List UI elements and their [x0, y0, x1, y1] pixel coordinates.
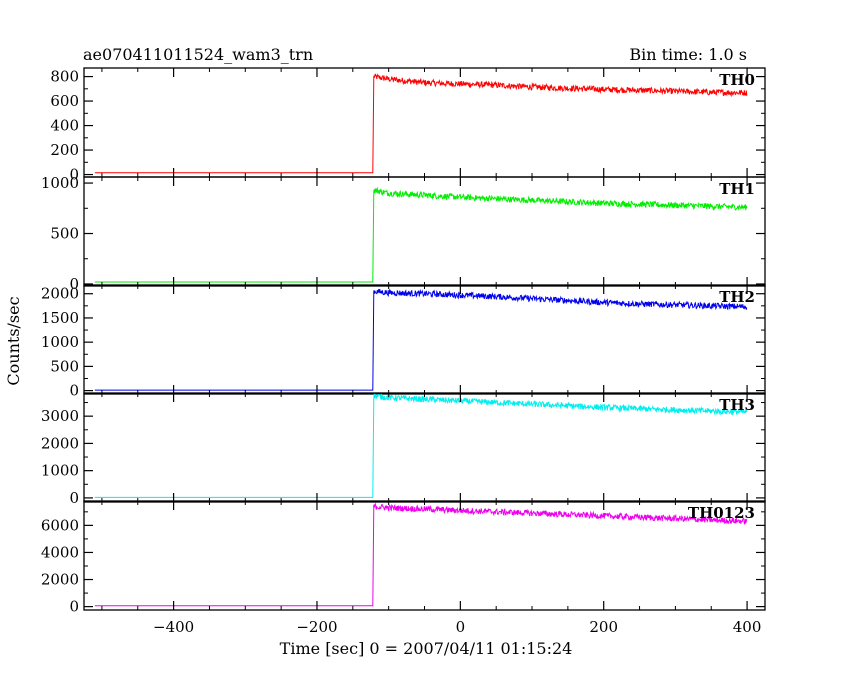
y-tick-label: 0	[69, 598, 79, 616]
y-tick-label: 200	[50, 141, 79, 159]
y-tick-label: 800	[50, 68, 79, 86]
y-axis-label: Counts/sec	[4, 296, 23, 385]
y-tick-label: 0	[69, 382, 79, 400]
series-line-TH0	[94, 73, 748, 174]
chart-title: ae070411011524_wam3_trn	[83, 45, 313, 64]
panel-label-TH0: TH0	[719, 71, 755, 89]
y-tick-label: 400	[50, 117, 79, 135]
x-tick-label: −400	[153, 618, 194, 636]
y-tick-label: 2000	[41, 434, 79, 452]
y-tick-label: 500	[50, 357, 79, 375]
series-line-TH0123	[94, 502, 748, 607]
series-line-TH1	[94, 186, 748, 283]
x-tick-label: −200	[296, 618, 337, 636]
y-tick-label: 0	[69, 489, 79, 507]
panel-frame-TH2	[83, 284, 766, 395]
y-tick-label: 3000	[41, 407, 79, 425]
panel-label-TH0123: TH0123	[688, 504, 755, 522]
x-tick-label: 400	[733, 618, 762, 636]
series-line-TH3	[94, 393, 748, 498]
y-tick-label: 2000	[41, 285, 79, 303]
x-axis-label: Time [sec] 0 = 2007/04/11 01:15:24	[280, 639, 573, 658]
panel-label-TH1: TH1	[719, 180, 755, 198]
y-tick-label: 6000	[41, 516, 79, 534]
x-tick-label: 0	[456, 618, 466, 636]
y-tick-label: 500	[50, 225, 79, 243]
y-tick-label: 0	[69, 166, 79, 184]
panel-label-TH3: TH3	[719, 396, 755, 414]
series-line-TH2	[94, 288, 748, 391]
y-tick-label: 1000	[41, 174, 79, 192]
panel-label-TH2: TH2	[719, 288, 755, 306]
y-tick-label: 4000	[41, 543, 79, 561]
y-tick-label: 1500	[41, 309, 79, 327]
y-tick-label: 1000	[41, 333, 79, 351]
y-tick-label: 2000	[41, 571, 79, 589]
x-tick-label: 200	[589, 618, 618, 636]
bin-time: Bin time: 1.0 s	[629, 45, 747, 64]
y-tick-label: 0	[69, 275, 79, 293]
y-tick-label: 600	[50, 92, 79, 110]
panel-group: 0 200 400 600 800 TH0 0 500 1000 TH1 0 500 1000 1500 2…	[41, 67, 766, 636]
y-tick-label: 1000	[41, 462, 79, 480]
